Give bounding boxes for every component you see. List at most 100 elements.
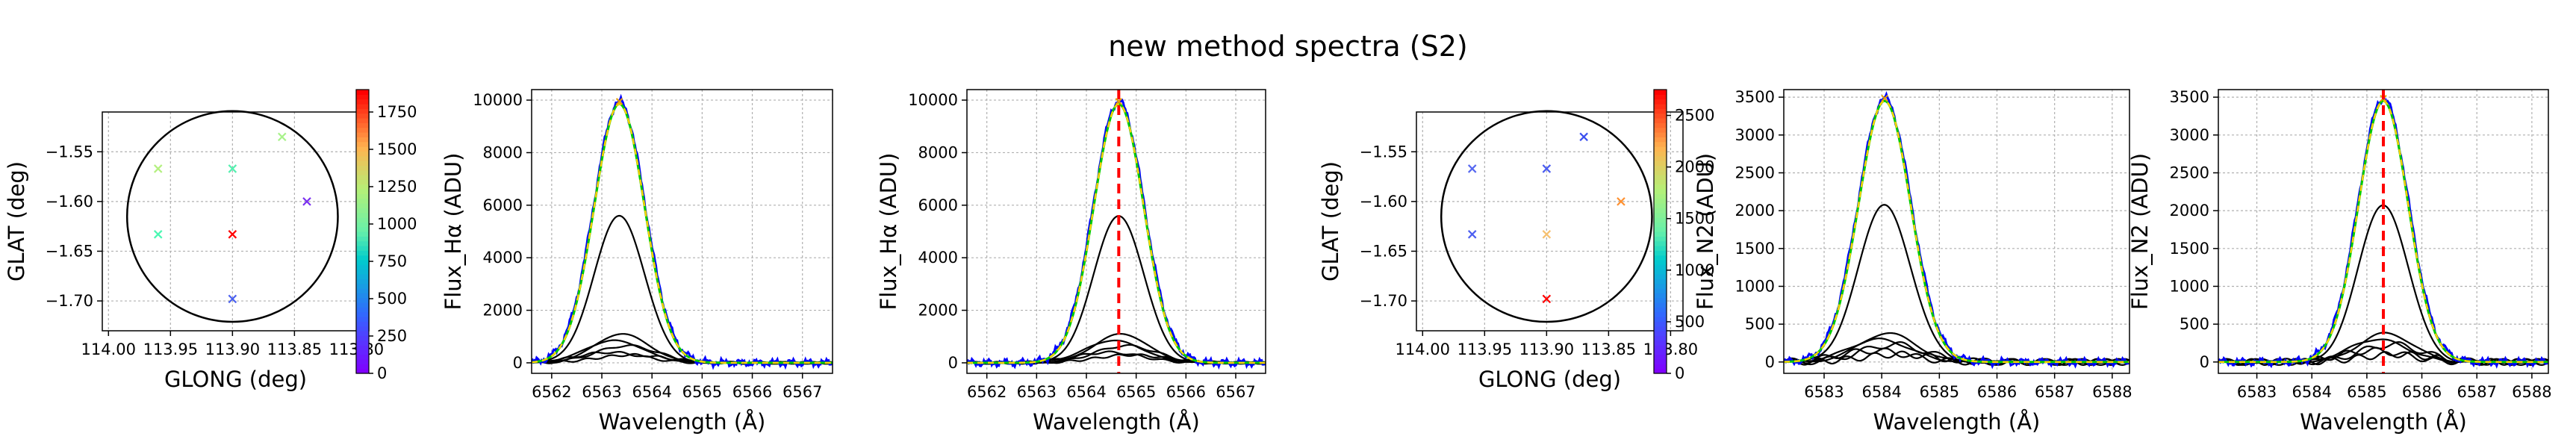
x-tick-label: 114.00 [1396,340,1450,358]
y-tick-label: 1000 [2170,277,2209,295]
colorbar-segment [356,293,369,299]
peak-marker [1881,94,1888,102]
colorbar-segment [1654,307,1667,313]
x-tick-label: 6566 [732,383,772,401]
colorbar-segment [1654,246,1667,251]
colorbar-tick-label: 750 [377,252,407,270]
y-tick-label: 4000 [918,249,958,267]
y-tick-label: 10000 [908,91,958,109]
y-tick-label: 500 [1745,315,1775,333]
colorbar-segment [356,161,369,166]
x-tick-label: 6567 [783,383,822,401]
colorbar-segment [356,317,369,322]
scatter-point [302,197,311,206]
colorbar-segment [356,151,369,157]
colorbar-segment [356,99,369,105]
colorbar-tick-label: 0 [377,364,387,382]
colorbar-segment [1654,364,1667,370]
y-axis-label: Flux_Hα (ADU) [876,153,901,311]
scatter-point [228,230,237,239]
y-tick-label: 1500 [1735,240,1775,258]
colorbar-segment [356,137,369,143]
colorbar-segment [1654,345,1667,350]
x-axis-label: Wavelength (Å) [2300,409,2467,435]
colorbar-segment [356,90,369,95]
y-tick-label: 2000 [1735,202,1775,220]
colorbar-segment [356,279,369,284]
colorbar-segment [1654,302,1667,308]
colorbar-segment [1654,122,1667,128]
colorbar-segment [356,179,369,185]
y-tick-label: −1.60 [46,193,93,211]
model-dashed-line [1784,100,2129,363]
x-tick-label: 6586 [2402,383,2442,401]
scatter-point [277,132,287,142]
colorbar-segment [356,345,369,350]
colorbar-segment [356,260,369,265]
colorbar-segment [1654,264,1667,270]
colorbar-segment [1654,104,1667,109]
axes-frame [1416,111,1684,332]
colorbar-segment [1654,113,1667,119]
colorbar-segment [356,307,369,313]
colorbar-segment [356,340,369,346]
x-axis-label: GLONG (deg) [1478,367,1621,392]
x-tick-label: 6588 [2092,383,2132,401]
scatter-point [228,294,237,304]
colorbar-segment [356,141,369,147]
map-1-panel: 114.00113.95113.90113.85113.80−1.55−1.60… [4,89,417,392]
axes-frame [2218,89,2549,374]
x-tick-label: 6566 [1166,383,1206,401]
colorbar-segment [356,118,369,123]
spectra-3-panel: 6583 6584 6585 6586 6587 6588 0 500 1000 1500 2000… [1693,88,2132,435]
x-tick-label: 6587 [2035,383,2074,401]
scatter-point [228,164,237,173]
plot-area [967,90,1266,373]
x-tick-label: 6587 [2457,383,2497,401]
colorbar-segment [356,184,369,190]
colorbar-segment [356,326,369,332]
y-tick-label: 10000 [473,91,523,109]
plot-area [2218,90,2548,373]
colorbar-segment [1654,335,1667,341]
map-2-panel: 114.00 113.95 113.90 113.85 113.80 −1.55 −1.60… [1318,89,1714,392]
x-axis-label: Wavelength (Å) [1873,409,2041,435]
scatter-point [1617,197,1625,206]
colorbar-segment [356,297,369,303]
colorbar-segment [356,175,369,180]
y-tick-label: 2500 [2170,164,2209,181]
y-tick-label: 4000 [483,249,523,267]
colorbar-segment [356,169,369,175]
colorbar-segment [1654,317,1667,322]
colorbar-segment [356,127,369,133]
x-tick-label: 6564 [632,383,671,401]
colorbar-segment [356,269,369,275]
x-tick-label: 6588 [2512,383,2551,401]
colorbar-segment [1654,297,1667,303]
colorbar-segment [1654,368,1667,374]
colorbar-segment [1654,208,1667,214]
colorbar-segment [1654,179,1667,185]
colorbar-tick-label: 1000 [377,215,417,233]
x-tick-label: 6585 [1920,383,1959,401]
colorbar-segment [1654,141,1667,147]
x-tick-label: 113.85 [267,340,322,358]
y-tick-label: 6000 [483,196,523,214]
colorbar-segment [1654,274,1667,279]
colorbar-segment [356,94,369,100]
y-tick-label: 3500 [1735,88,1775,106]
colorbar-segment [1654,236,1667,242]
colorbar-tick-label: 500 [1675,313,1705,331]
colorbar-tick-label: 1000 [1675,261,1714,279]
model-dashed-line [532,103,833,364]
y-tick-label: 2500 [1735,164,1775,181]
y-tick-label: 2000 [483,302,523,320]
x-tick-label: 6564 [1066,383,1106,401]
x-tick-label: 6565 [682,383,722,401]
x-tick-label: 113.95 [143,340,198,358]
colorbar-segment [1654,155,1667,161]
y-axis-label: Flux_N2 (ADU) [1693,153,1718,310]
colorbar-segment [1654,146,1667,152]
x-tick-label: 6584 [1861,383,1901,401]
colorbar-segment [1654,326,1667,332]
